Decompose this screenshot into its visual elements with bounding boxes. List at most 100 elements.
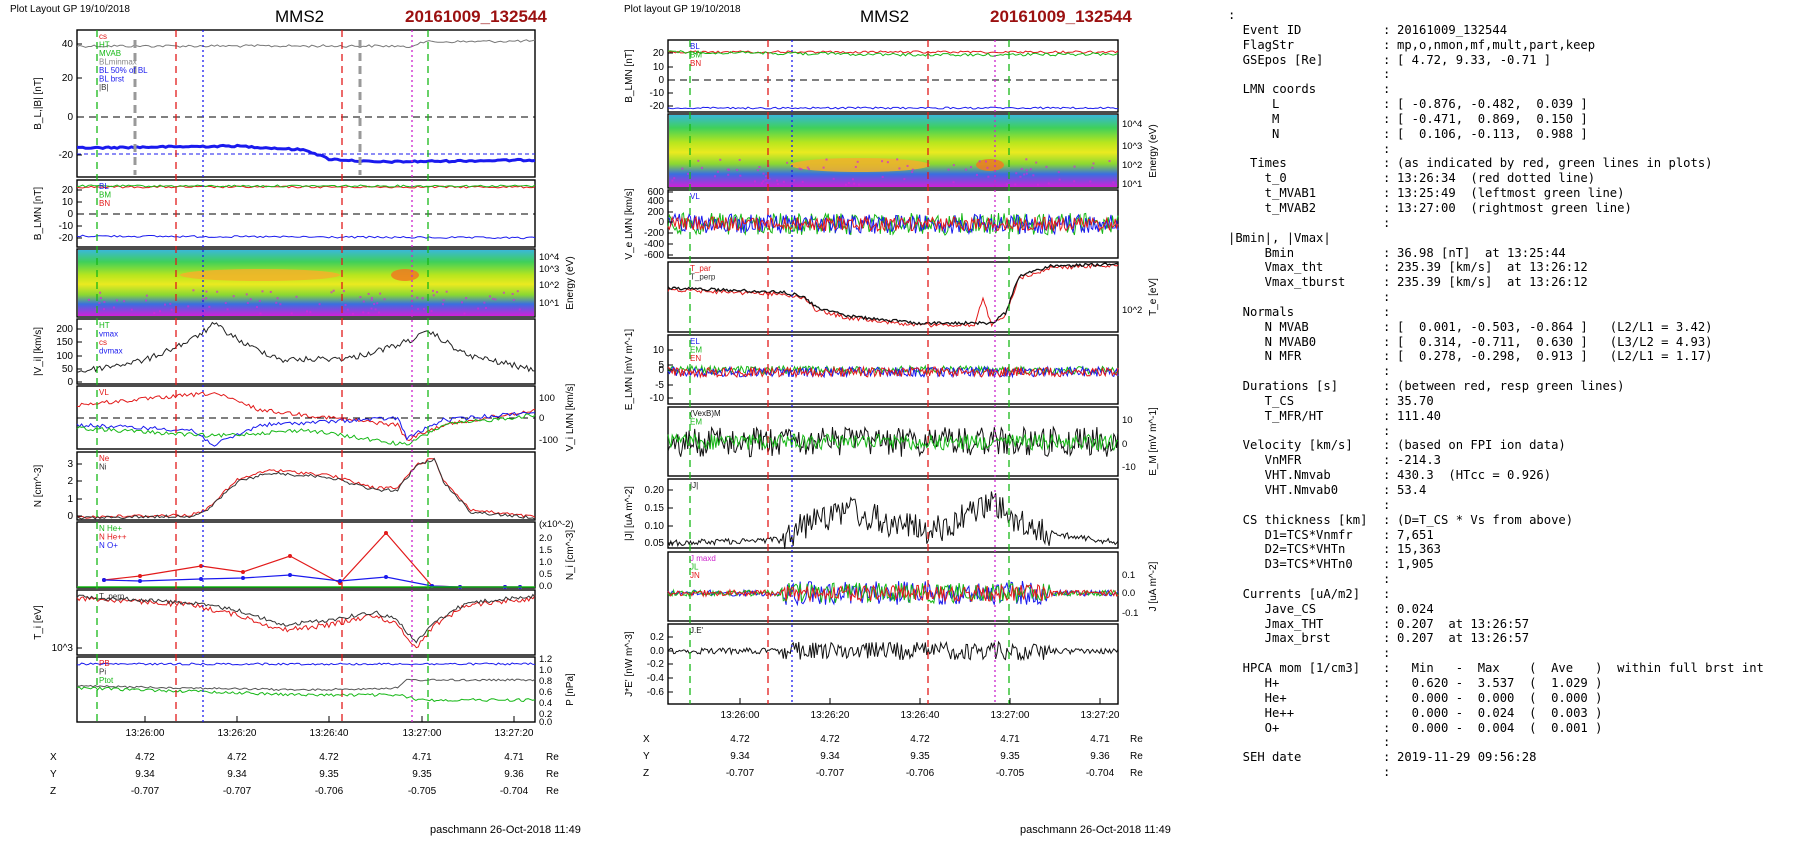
spectrogram-noise-pixel: [964, 168, 967, 171]
left-pos-value: 9.36: [504, 769, 524, 780]
spectrogram-noise-pixel: [1092, 162, 1095, 165]
summary-separator: :: [1383, 82, 1391, 97]
spectrogram-noise-pixel: [1035, 161, 1038, 164]
summary-separator: :: [1383, 438, 1391, 453]
middle-pos-value: -0.705: [996, 768, 1025, 779]
summary-row: VHT.Nmvab:430.3 (HTcc = 0.926): [1228, 468, 1798, 483]
spectrogram-noise-pixel: [881, 160, 884, 163]
spectrogram-noise-pixel: [1005, 183, 1008, 186]
left-left-tick-label: 2: [67, 476, 73, 487]
spectrogram-noise-pixel: [232, 295, 235, 298]
middle-left-tick-label: 0: [658, 75, 664, 86]
left-panel-frame: [76, 589, 536, 656]
spectrogram-noise-pixel: [441, 303, 444, 306]
left-plot-layout-label: Plot Layout GP 19/10/2018: [10, 4, 130, 15]
te-perp-line: [667, 262, 1119, 326]
pi-series-line: [76, 686, 536, 703]
ptot-series-line: [76, 678, 536, 692]
spectrogram-noise-pixel: [376, 302, 379, 305]
summary-row: Vmax_tht:235.39 [km/s] at 13:26:12: [1228, 260, 1798, 275]
summary-separator: :: [1383, 379, 1391, 394]
summary-row: :: [1228, 364, 1798, 379]
summary-label: :: [1228, 8, 1236, 22]
summary-row: :: [1228, 216, 1798, 231]
spectrogram-noise-pixel: [1045, 165, 1048, 168]
spectrogram-noise-pixel: [305, 310, 308, 313]
summary-label: T_CS: [1228, 393, 1295, 408]
left-legend-entry: Ne: [99, 454, 110, 463]
middle-pos-value: -0.706: [906, 768, 935, 779]
middle-panel-9: 0.2 0.0 -0.2 -0.4 -0.6 J*E' [nW m^-3] J.E': [624, 623, 1119, 705]
middle-y-axis-label: E_LMN [mV m^-1]: [624, 329, 635, 411]
spectrogram-noise-pixel: [762, 172, 765, 175]
ni-series-line: [76, 457, 536, 520]
ve-m-line: [667, 212, 1119, 236]
middle-right-tick-label: 10^3: [1122, 141, 1142, 152]
left-legend-entry: |B|: [99, 83, 109, 92]
he-plusplus-point: [288, 554, 292, 558]
en-series-line: [667, 365, 1119, 379]
summary-row: He+: 0.000 - 0.000 ( 0.000 ): [1228, 691, 1798, 706]
middle-right-tick-label: 10^2: [1122, 305, 1142, 316]
summary-row: He++: 0.000 - 0.024 ( 0.003 ): [1228, 706, 1798, 721]
summary-separator: :: [1383, 631, 1391, 646]
o-plus-point: [384, 575, 388, 579]
summary-row: D2=TCS*VHTn:15,363: [1228, 542, 1798, 557]
middle-right-axis-label: Energy (eV): [1148, 124, 1159, 177]
summary-label: D3=TCS*VHTn0: [1228, 557, 1353, 572]
middle-right-tick-label: 10^1: [1122, 179, 1142, 190]
middle-pos-row-label: Z: [643, 768, 649, 779]
spectrogram-noise-pixel: [87, 298, 90, 301]
summary-separator: :: [1383, 720, 1391, 735]
spectrogram-noise-pixel: [370, 299, 373, 302]
left-right-tick-label: 100: [539, 393, 555, 404]
spectrogram-noise-pixel: [952, 164, 955, 167]
summary-separator: :: [1383, 37, 1391, 52]
spectrogram-noise-pixel: [906, 164, 909, 167]
summary-label: Durations [s]: [1228, 379, 1339, 394]
spectrogram-noise-pixel: [1036, 183, 1039, 186]
middle-right-axis-label: J [uA m^-2]: [1148, 561, 1159, 611]
spectrogram-noise-pixel: [351, 312, 354, 315]
left-right-tick-label: 0.4: [539, 698, 552, 709]
middle-right-tick-label: 0: [1122, 439, 1127, 450]
spectrogram-noise-pixel: [259, 312, 262, 315]
em-series-line: [667, 433, 1119, 452]
left-panel-frame: [76, 656, 536, 723]
tpar-series-line: [76, 595, 536, 649]
spectrogram-noise-pixel: [442, 299, 445, 302]
left-legend-entry: HT: [99, 41, 110, 50]
spectrogram-noise-pixel: [753, 180, 756, 183]
left-right-tick-label: 10^2: [539, 280, 559, 291]
summary-label: Event ID: [1228, 22, 1302, 37]
middle-left-tick-label: 0: [658, 217, 664, 228]
left-right-tick-label: 0.2: [539, 709, 552, 720]
summary-row: N MFR: [ 0.278, -0.298, 0.913 ] (L2/L1 = …: [1228, 349, 1798, 364]
left-left-tick-label: 20: [62, 185, 74, 196]
he-plusplus-line: [103, 532, 520, 588]
he-plusplus-point: [241, 570, 245, 574]
summary-separator: :: [1383, 527, 1391, 542]
summary-value: [ -0.471, 0.869, 0.150 ]: [1397, 111, 1588, 126]
spectrogram-noise-pixel: [367, 292, 370, 295]
left-panel-frame: [76, 318, 536, 385]
middle-title: MMS2: [860, 7, 909, 26]
summary-row: :: [1228, 142, 1798, 157]
spectrogram-noise-pixel: [290, 312, 293, 315]
left-pos-row-label: X: [50, 752, 57, 763]
spectrogram-noise-pixel: [1058, 178, 1061, 181]
left-time-tick-label: 13:27:00: [403, 728, 442, 739]
middle-right-tick-label: 10^2: [1122, 160, 1142, 171]
spectrogram-noise-pixel: [764, 178, 767, 181]
summary-label: Normals: [1228, 304, 1295, 319]
o-plus-point: [138, 579, 142, 583]
spectrogram-noise-pixel: [261, 290, 264, 293]
left-pos-unit: Re: [546, 786, 559, 797]
middle-plot-layout-label: Plot layout GP 19/10/2018: [624, 4, 741, 15]
left-time-tick-label: 13:26:00: [126, 728, 165, 739]
summary-value: 235.39 [km/s] at 13:26:12: [1397, 275, 1588, 290]
middle-left-tick-label: -600: [644, 250, 664, 261]
spectrogram-noise-pixel: [112, 306, 115, 309]
